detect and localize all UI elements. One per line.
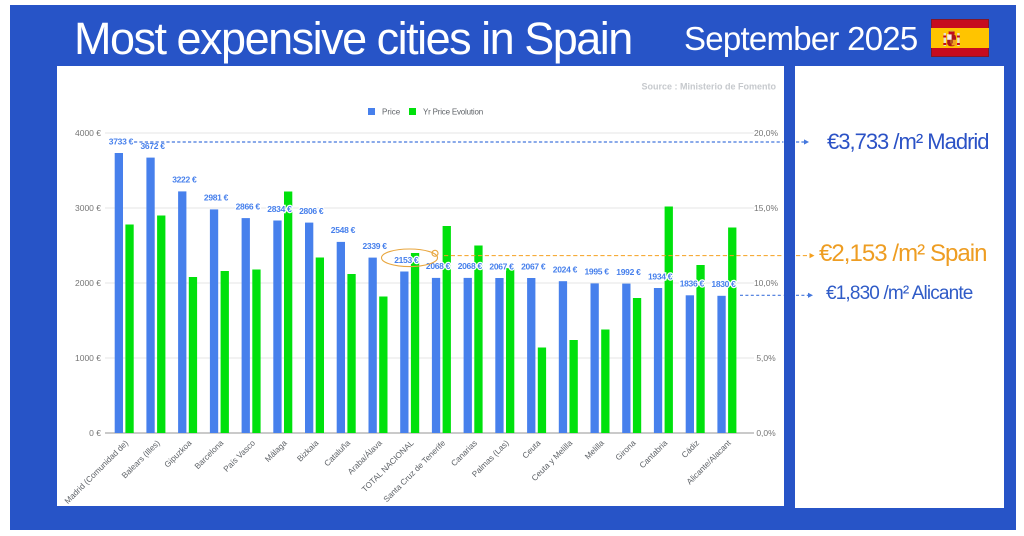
svg-text:1992 €: 1992 € — [616, 267, 641, 277]
svg-text:2981 €: 2981 € — [204, 193, 229, 203]
svg-text:1000 €: 1000 € — [75, 353, 101, 363]
svg-text:0 €: 0 € — [89, 428, 101, 438]
svg-text:0,0%: 0,0% — [756, 428, 776, 438]
svg-text:Girona: Girona — [614, 438, 638, 462]
svg-text:Barcelona: Barcelona — [193, 438, 226, 471]
svg-text:2834 €: 2834 € — [267, 204, 292, 214]
svg-text:Bizkaia: Bizkaia — [295, 438, 320, 463]
svg-text:3000 €: 3000 € — [75, 203, 101, 213]
svg-text:Cantabria: Cantabria — [638, 438, 670, 470]
svg-text:Madrid (Comunidad de): Madrid (Comunidad de) — [63, 438, 130, 505]
svg-text:2000 €: 2000 € — [75, 278, 101, 288]
svg-text:3672 €: 3672 € — [140, 141, 165, 151]
svg-text:3222 €: 3222 € — [172, 175, 197, 185]
svg-text:1830 €: 1830 € — [711, 279, 736, 289]
svg-text:15,0%: 15,0% — [754, 203, 779, 213]
svg-text:2068 €: 2068 € — [458, 261, 483, 271]
svg-text:Gipuzkoa: Gipuzkoa — [163, 438, 194, 469]
svg-text:Cataluña: Cataluña — [323, 438, 353, 468]
svg-text:5,0%: 5,0% — [756, 353, 776, 363]
svg-text:2024 €: 2024 € — [553, 265, 578, 275]
svg-text:Melilla: Melilla — [583, 438, 606, 461]
svg-text:Cádiz: Cádiz — [680, 439, 701, 460]
svg-text:2806 €: 2806 € — [299, 206, 324, 216]
svg-text:Ceuta: Ceuta — [521, 438, 543, 460]
svg-text:2068 €: 2068 € — [426, 261, 451, 271]
svg-text:1995 €: 1995 € — [584, 267, 609, 277]
svg-text:1934 €: 1934 € — [648, 271, 673, 281]
svg-text:2548 €: 2548 € — [331, 225, 356, 235]
svg-text:20,0%: 20,0% — [754, 128, 779, 138]
svg-text:País Vasco: País Vasco — [222, 438, 258, 474]
svg-text:Málaga: Málaga — [263, 438, 289, 464]
svg-text:2067 €: 2067 € — [489, 261, 514, 271]
svg-text:Source : Ministerio de Fomento: Source : Ministerio de Fomento — [641, 82, 776, 92]
svg-text:2153 €: 2153 € — [394, 255, 419, 265]
svg-text:4000 €: 4000 € — [75, 128, 101, 138]
svg-text:10,0%: 10,0% — [754, 278, 779, 288]
svg-text:Yr Price Evolution: Yr Price Evolution — [423, 108, 483, 117]
svg-text:Price: Price — [382, 108, 401, 117]
svg-text:3733 €: 3733 € — [109, 136, 134, 146]
svg-text:2339 €: 2339 € — [362, 241, 387, 251]
svg-text:2866 €: 2866 € — [236, 201, 261, 211]
svg-text:Santa Cruz de Tenerife: Santa Cruz de Tenerife — [382, 438, 448, 504]
svg-text:Canarias: Canarias — [449, 439, 479, 469]
svg-text:1836 €: 1836 € — [680, 279, 705, 289]
svg-text:2067 €: 2067 € — [521, 261, 546, 271]
